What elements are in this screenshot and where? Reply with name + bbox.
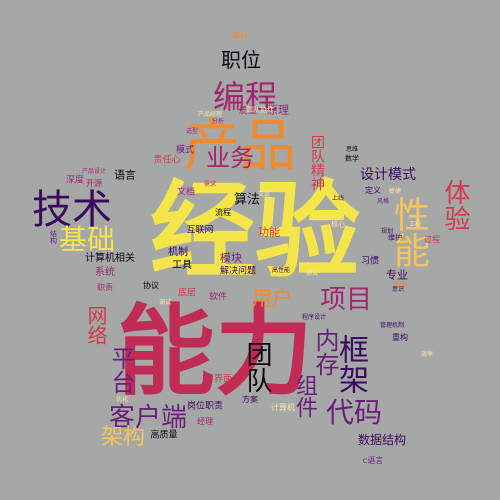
word: 性能 bbox=[388, 196, 429, 268]
word: 业务 bbox=[206, 144, 254, 172]
word: 工程 bbox=[408, 221, 422, 228]
word: 编程 bbox=[212, 78, 278, 116]
word: 设计模式 bbox=[360, 167, 416, 183]
word: 客户端 bbox=[108, 403, 188, 433]
word: 用户 bbox=[252, 286, 292, 310]
word: 选型 bbox=[185, 128, 199, 135]
word: 机制 bbox=[168, 247, 188, 258]
word: 分析 bbox=[211, 118, 225, 125]
word: 算法 bbox=[233, 192, 261, 208]
word: 产品设计 bbox=[81, 168, 107, 175]
word: 核心 bbox=[331, 220, 345, 229]
word: 软件 bbox=[208, 292, 228, 303]
word: 团队精神 bbox=[309, 135, 325, 191]
word: 产品 bbox=[184, 114, 296, 179]
word: 深度 bbox=[65, 175, 85, 186]
word: 重构 bbox=[392, 333, 408, 342]
word: 解决问题 bbox=[219, 266, 257, 277]
word: 优化 bbox=[115, 396, 129, 403]
word: 美团 bbox=[393, 280, 407, 289]
word: 高质量 bbox=[150, 430, 178, 441]
word: 结构 bbox=[49, 230, 58, 244]
word: 习惯 bbox=[360, 256, 380, 267]
word: 计算机 bbox=[271, 403, 295, 412]
word: 上线 bbox=[331, 195, 345, 202]
word: c语言 bbox=[362, 456, 384, 465]
word: 架构 bbox=[100, 425, 146, 450]
word: 产品经理 bbox=[197, 111, 223, 118]
word: 计算机相关 bbox=[85, 253, 135, 264]
word: 体验 bbox=[440, 179, 470, 231]
word: 团队协作 bbox=[246, 105, 274, 114]
word: 意识 bbox=[391, 286, 405, 293]
word: 界面 bbox=[213, 374, 233, 385]
word: 风格 bbox=[376, 198, 390, 205]
word: 交流 bbox=[257, 191, 271, 198]
word: 职位 bbox=[221, 48, 261, 72]
word: 方案 bbox=[242, 395, 258, 404]
word: 敏捷 bbox=[388, 188, 402, 195]
word: 责任心 bbox=[153, 155, 181, 166]
word: 协议 bbox=[143, 281, 159, 290]
word: 经理 bbox=[197, 417, 213, 426]
word: 功能 bbox=[258, 225, 280, 239]
word: 需求 bbox=[203, 181, 217, 188]
word: 工具 bbox=[172, 260, 192, 271]
word: 系统 bbox=[95, 267, 115, 278]
word: 过程 bbox=[424, 235, 440, 244]
word: 思维 bbox=[345, 146, 359, 153]
word: 数学 bbox=[345, 154, 359, 163]
word: 质量 bbox=[238, 106, 258, 117]
word: 原理 bbox=[267, 103, 289, 117]
word: 模块 bbox=[220, 251, 242, 265]
word: 经验 bbox=[149, 170, 361, 293]
word: 语言 bbox=[114, 168, 136, 182]
word: 团队 bbox=[242, 341, 272, 393]
word: 代码 bbox=[325, 396, 383, 429]
word: 高性能 bbox=[271, 267, 291, 274]
word: 测试 bbox=[305, 270, 319, 277]
word: 能力 bbox=[116, 295, 314, 409]
word: 文档 bbox=[176, 187, 196, 198]
word: 效率 bbox=[420, 351, 434, 358]
word: 平台 bbox=[107, 346, 135, 394]
word: 编码 bbox=[232, 31, 248, 40]
word: 项目 bbox=[319, 285, 373, 315]
word: 管理机制 bbox=[379, 322, 405, 329]
word: 程序设计 bbox=[301, 314, 327, 321]
word: 岗位职责 bbox=[186, 401, 224, 412]
word: 框架 bbox=[333, 334, 368, 394]
word: 数据结构 bbox=[357, 433, 407, 447]
word: 定义 bbox=[365, 186, 381, 195]
word: 组件 bbox=[292, 374, 317, 418]
word: 专业 bbox=[386, 268, 408, 282]
word: 职责 bbox=[97, 283, 113, 292]
word: 调试 bbox=[158, 299, 172, 306]
word: 开源 bbox=[86, 179, 102, 188]
word: 技术 bbox=[32, 187, 112, 233]
word: 流程 bbox=[215, 208, 231, 217]
word: 网络 bbox=[84, 305, 108, 345]
word: 内存 bbox=[311, 328, 339, 376]
word: 底层 bbox=[177, 288, 197, 299]
word: 规划 bbox=[380, 228, 394, 235]
word: 模式 bbox=[175, 145, 195, 156]
word: 基础 bbox=[58, 223, 116, 256]
word: 互联网 bbox=[186, 225, 214, 236]
word: 维护 bbox=[388, 233, 402, 242]
